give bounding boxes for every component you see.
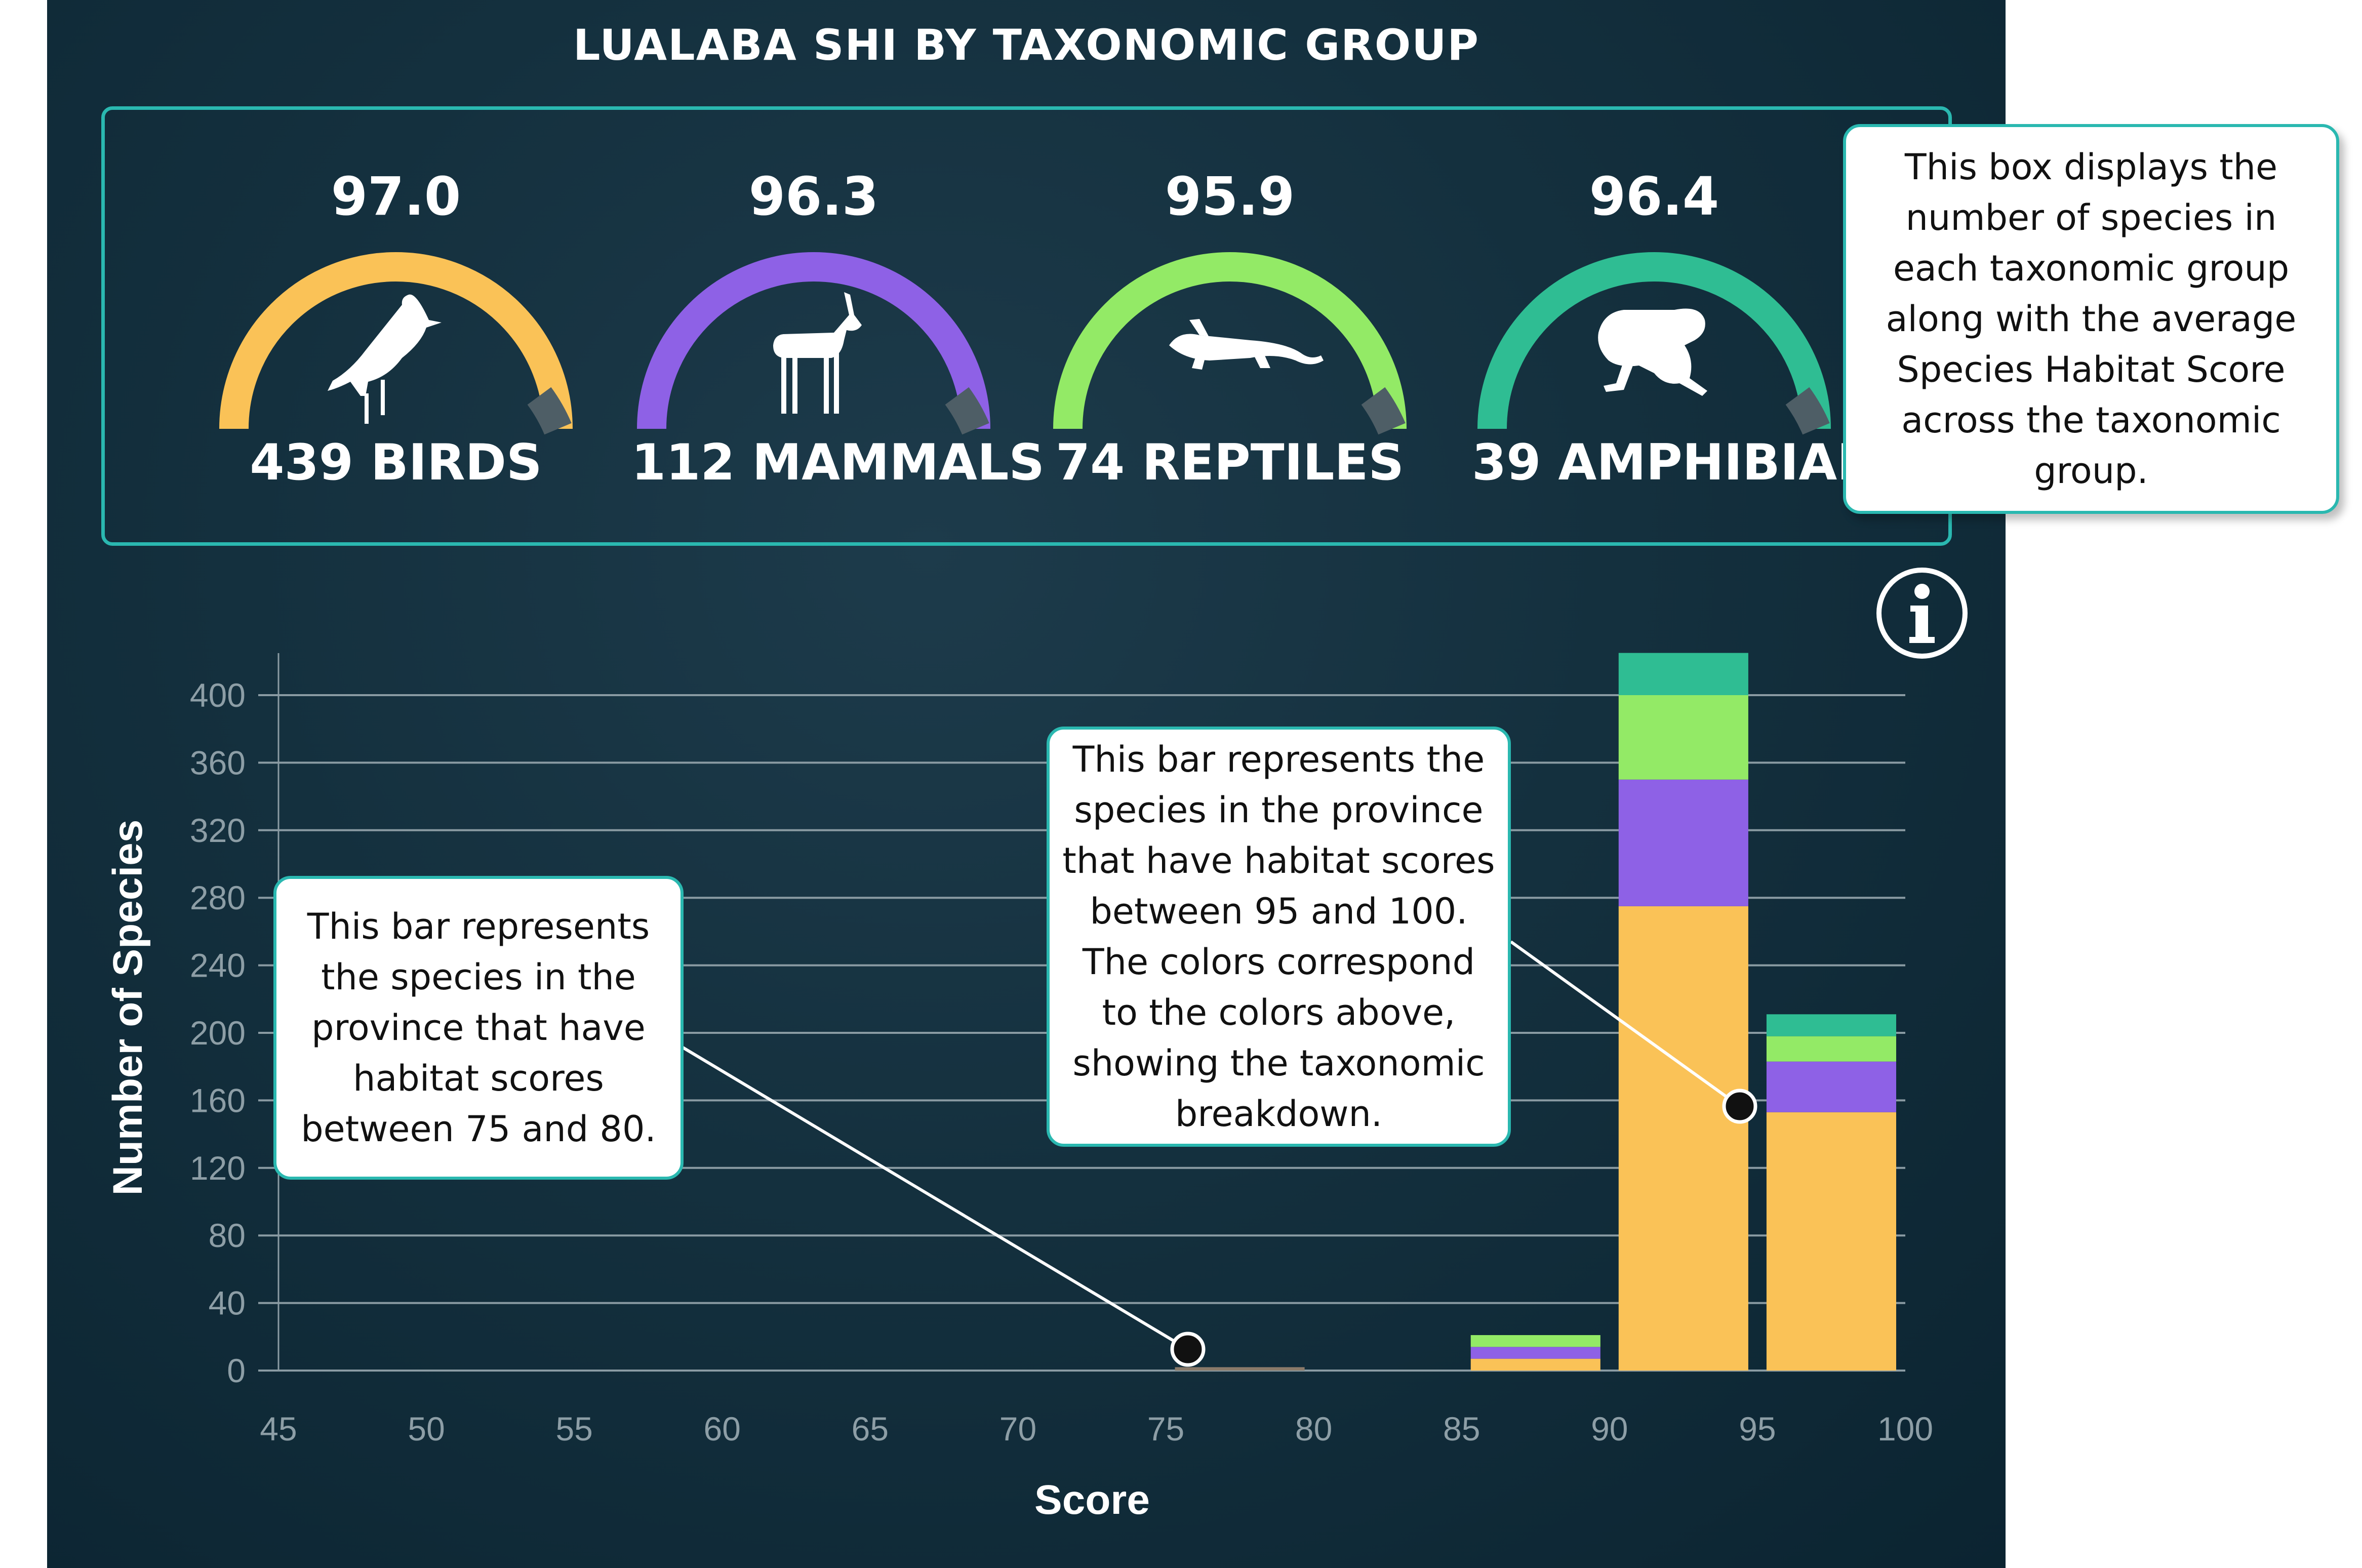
callout-right-connector (1510, 940, 1757, 1124)
x-tick-label: 50 (408, 1410, 445, 1448)
bar-segment-reptiles (1618, 695, 1748, 780)
y-tick-label: 160 (190, 1081, 246, 1119)
mammals-score: 96.3 (748, 166, 879, 227)
x-tick-label: 60 (704, 1410, 741, 1448)
y-tick-label: 40 (209, 1284, 246, 1322)
bar-segment-mammals (1618, 779, 1748, 906)
birds-gauge: 97.0 439 BIRDS (214, 110, 578, 549)
lizard-icon (1169, 319, 1324, 370)
amphibians-arc (1477, 252, 1831, 429)
x-tick-label: 80 (1295, 1410, 1332, 1448)
x-tick-label: 55 (555, 1410, 592, 1448)
x-tick-label: 85 (1443, 1410, 1480, 1448)
x-tick-label: 90 (1591, 1410, 1628, 1448)
x-tick-label: 75 (1147, 1410, 1184, 1448)
amphibians-gauge-arc (1477, 252, 1831, 435)
x-tick-label: 70 (999, 1410, 1036, 1448)
y-tick-label: 320 (190, 812, 246, 849)
frog-icon (1598, 308, 1707, 396)
y-axis-ticks: 0 40 80 120 160 200 240 280 320 360 400 (190, 676, 246, 1389)
birds-score: 97.0 (331, 166, 461, 227)
amphibians-arc-remainder (1785, 387, 1830, 435)
bar-segment-birds (1618, 906, 1748, 1371)
reptiles-gauge: 95.9 74 REPTILES (1048, 110, 1412, 549)
bar-95-100-callout: This bar represents the species in the p… (1047, 727, 1511, 1147)
y-tick-label: 80 (209, 1217, 246, 1254)
x-axis-ticks: 45 50 55 60 65 70 75 80 85 90 95 100 (260, 1410, 1933, 1448)
page-title: LUALABA SHI BY TAXONOMIC GROUP (573, 20, 1479, 70)
mammals-count: 112 MAMMALS (631, 434, 1045, 492)
y-tick-label: 200 (190, 1014, 246, 1052)
bar-segment-reptiles (1470, 1335, 1600, 1347)
y-tick-label: 120 (190, 1149, 246, 1187)
bar-segment-birds (1470, 1358, 1600, 1371)
birds-gauge-arc (219, 252, 573, 435)
bar-85-90[interactable] (1470, 1335, 1600, 1371)
bar-segment-amphibians (1766, 1014, 1896, 1036)
summary-box-callout: This box displays the number of species … (1843, 124, 2339, 514)
bar-segment-birds (1175, 1367, 1305, 1371)
bar-75-80-callout: This bar represents the species in the p… (273, 876, 684, 1180)
amphibians-score: 96.4 (1589, 166, 1719, 227)
y-tick-label: 360 (190, 744, 246, 781)
mammals-gauge-arc (637, 252, 990, 435)
callout-left-connector (681, 1046, 1206, 1367)
reptiles-gauge-arc (1053, 252, 1407, 435)
y-tick-label: 240 (190, 947, 246, 984)
bar-75-80[interactable] (1175, 1367, 1305, 1371)
bar-segment-mammals (1766, 1061, 1896, 1112)
y-axis-label: Number of Species (105, 820, 151, 1196)
bar-95-100[interactable] (1766, 1014, 1896, 1371)
x-axis-label: Score (1034, 1477, 1150, 1523)
birds-arc-remainder (527, 387, 572, 435)
y-tick-label: 280 (190, 879, 246, 916)
bar-segment-mammals (1470, 1347, 1600, 1359)
birds-arc (219, 252, 573, 429)
y-tick-label: 400 (190, 676, 246, 714)
bar-segment-reptiles (1766, 1036, 1896, 1062)
info-icon[interactable] (1875, 566, 1969, 660)
reptiles-arc-remainder (1361, 387, 1406, 435)
taxonomic-summary-box: 97.0 439 BIRDS 96.3 112 MAMMALS (101, 106, 1952, 546)
reptiles-score: 95.9 (1165, 166, 1295, 227)
mammals-arc-remainder (945, 387, 989, 435)
reptiles-count: 74 REPTILES (1055, 434, 1404, 492)
bird-icon (328, 294, 442, 424)
y-tick-label: 0 (227, 1352, 246, 1389)
bar-90-95[interactable] (1618, 653, 1748, 1371)
birds-count: 439 BIRDS (250, 434, 542, 492)
mammals-gauge: 96.3 112 MAMMALS (631, 110, 1045, 549)
reptiles-arc (1053, 252, 1407, 429)
bar-segment-birds (1766, 1112, 1896, 1371)
mammals-arc (637, 252, 990, 429)
x-tick-label: 100 (1877, 1410, 1933, 1448)
x-tick-label: 45 (260, 1410, 297, 1448)
antelope-icon (773, 292, 862, 414)
chart-bars (1175, 653, 1896, 1371)
x-tick-label: 95 (1739, 1410, 1776, 1448)
bar-segment-amphibians (1618, 653, 1748, 695)
x-tick-label: 65 (852, 1410, 889, 1448)
